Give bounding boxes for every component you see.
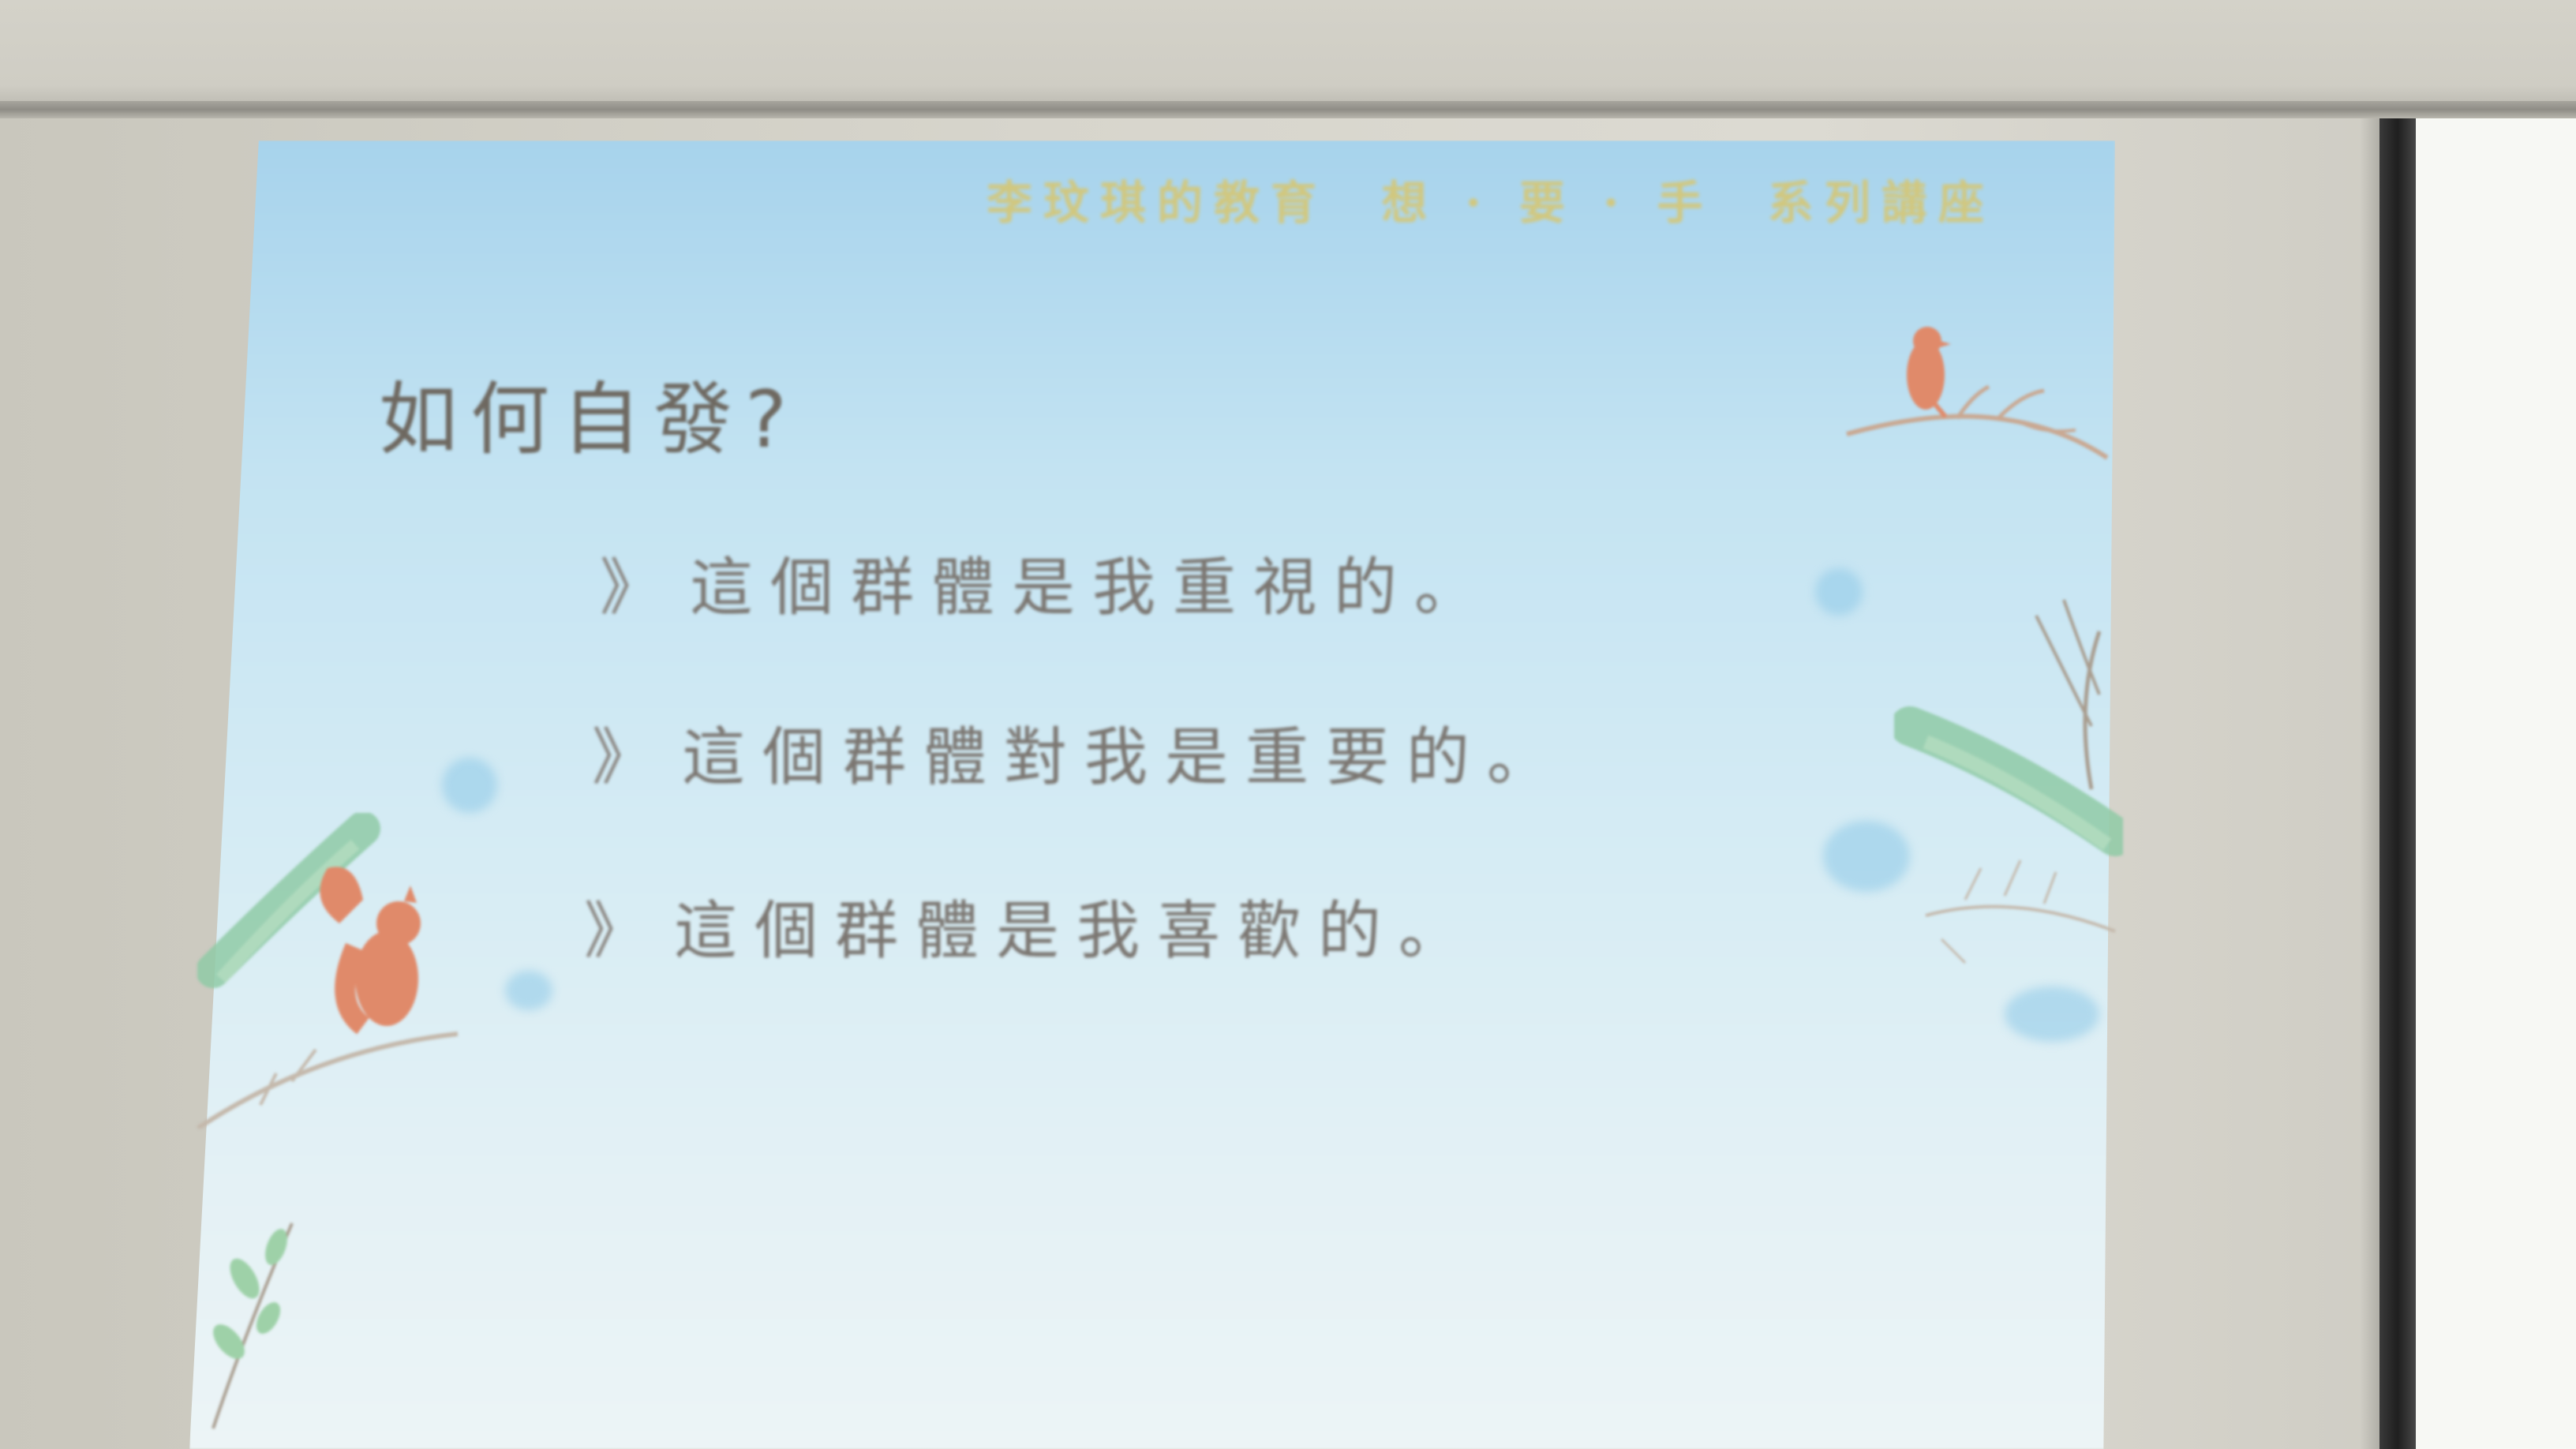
pine-branch-icon bbox=[1894, 599, 2123, 964]
door-shadow bbox=[2360, 118, 2379, 1449]
watercolor-speckle bbox=[1823, 821, 1910, 892]
bullet-marker: 》 bbox=[584, 896, 646, 967]
doorway-light bbox=[2416, 118, 2576, 1449]
watercolor-speckle bbox=[442, 758, 497, 813]
green-sprig-icon bbox=[212, 1222, 294, 1429]
bullet-text: 這個群體是我重視的。 bbox=[690, 551, 1496, 624]
bullet-marker: 》 bbox=[600, 552, 662, 623]
ceiling bbox=[0, 0, 2576, 107]
watercolor-speckle bbox=[505, 971, 552, 1010]
slide-series-header: 李玟琪的教育 想 · 要 · 手 系列講座 bbox=[987, 176, 1995, 230]
bullet-marker: 》 bbox=[592, 722, 654, 793]
slide-title: 如何自發? bbox=[379, 373, 800, 466]
bullet-item: 》 這個群體是我喜歡的。 bbox=[584, 880, 1479, 972]
bullet-text: 這個群體對我是重要的。 bbox=[682, 721, 1568, 794]
bullet-item: 》 這個群體對我是重要的。 bbox=[592, 706, 1567, 798]
watercolor-speckle bbox=[2005, 987, 2099, 1042]
squirrel-on-branch-icon bbox=[197, 813, 458, 1129]
bird-on-branch-icon bbox=[1846, 327, 2109, 460]
bullet-item: 》 這個群體是我重視的。 bbox=[600, 537, 1495, 628]
door-frame bbox=[2379, 118, 2416, 1449]
watercolor-speckle bbox=[1815, 568, 1863, 616]
bullet-text: 這個群體是我喜歡的。 bbox=[674, 894, 1480, 968]
projection-screen bbox=[189, 140, 2115, 1449]
ceiling-edge bbox=[0, 101, 2576, 118]
